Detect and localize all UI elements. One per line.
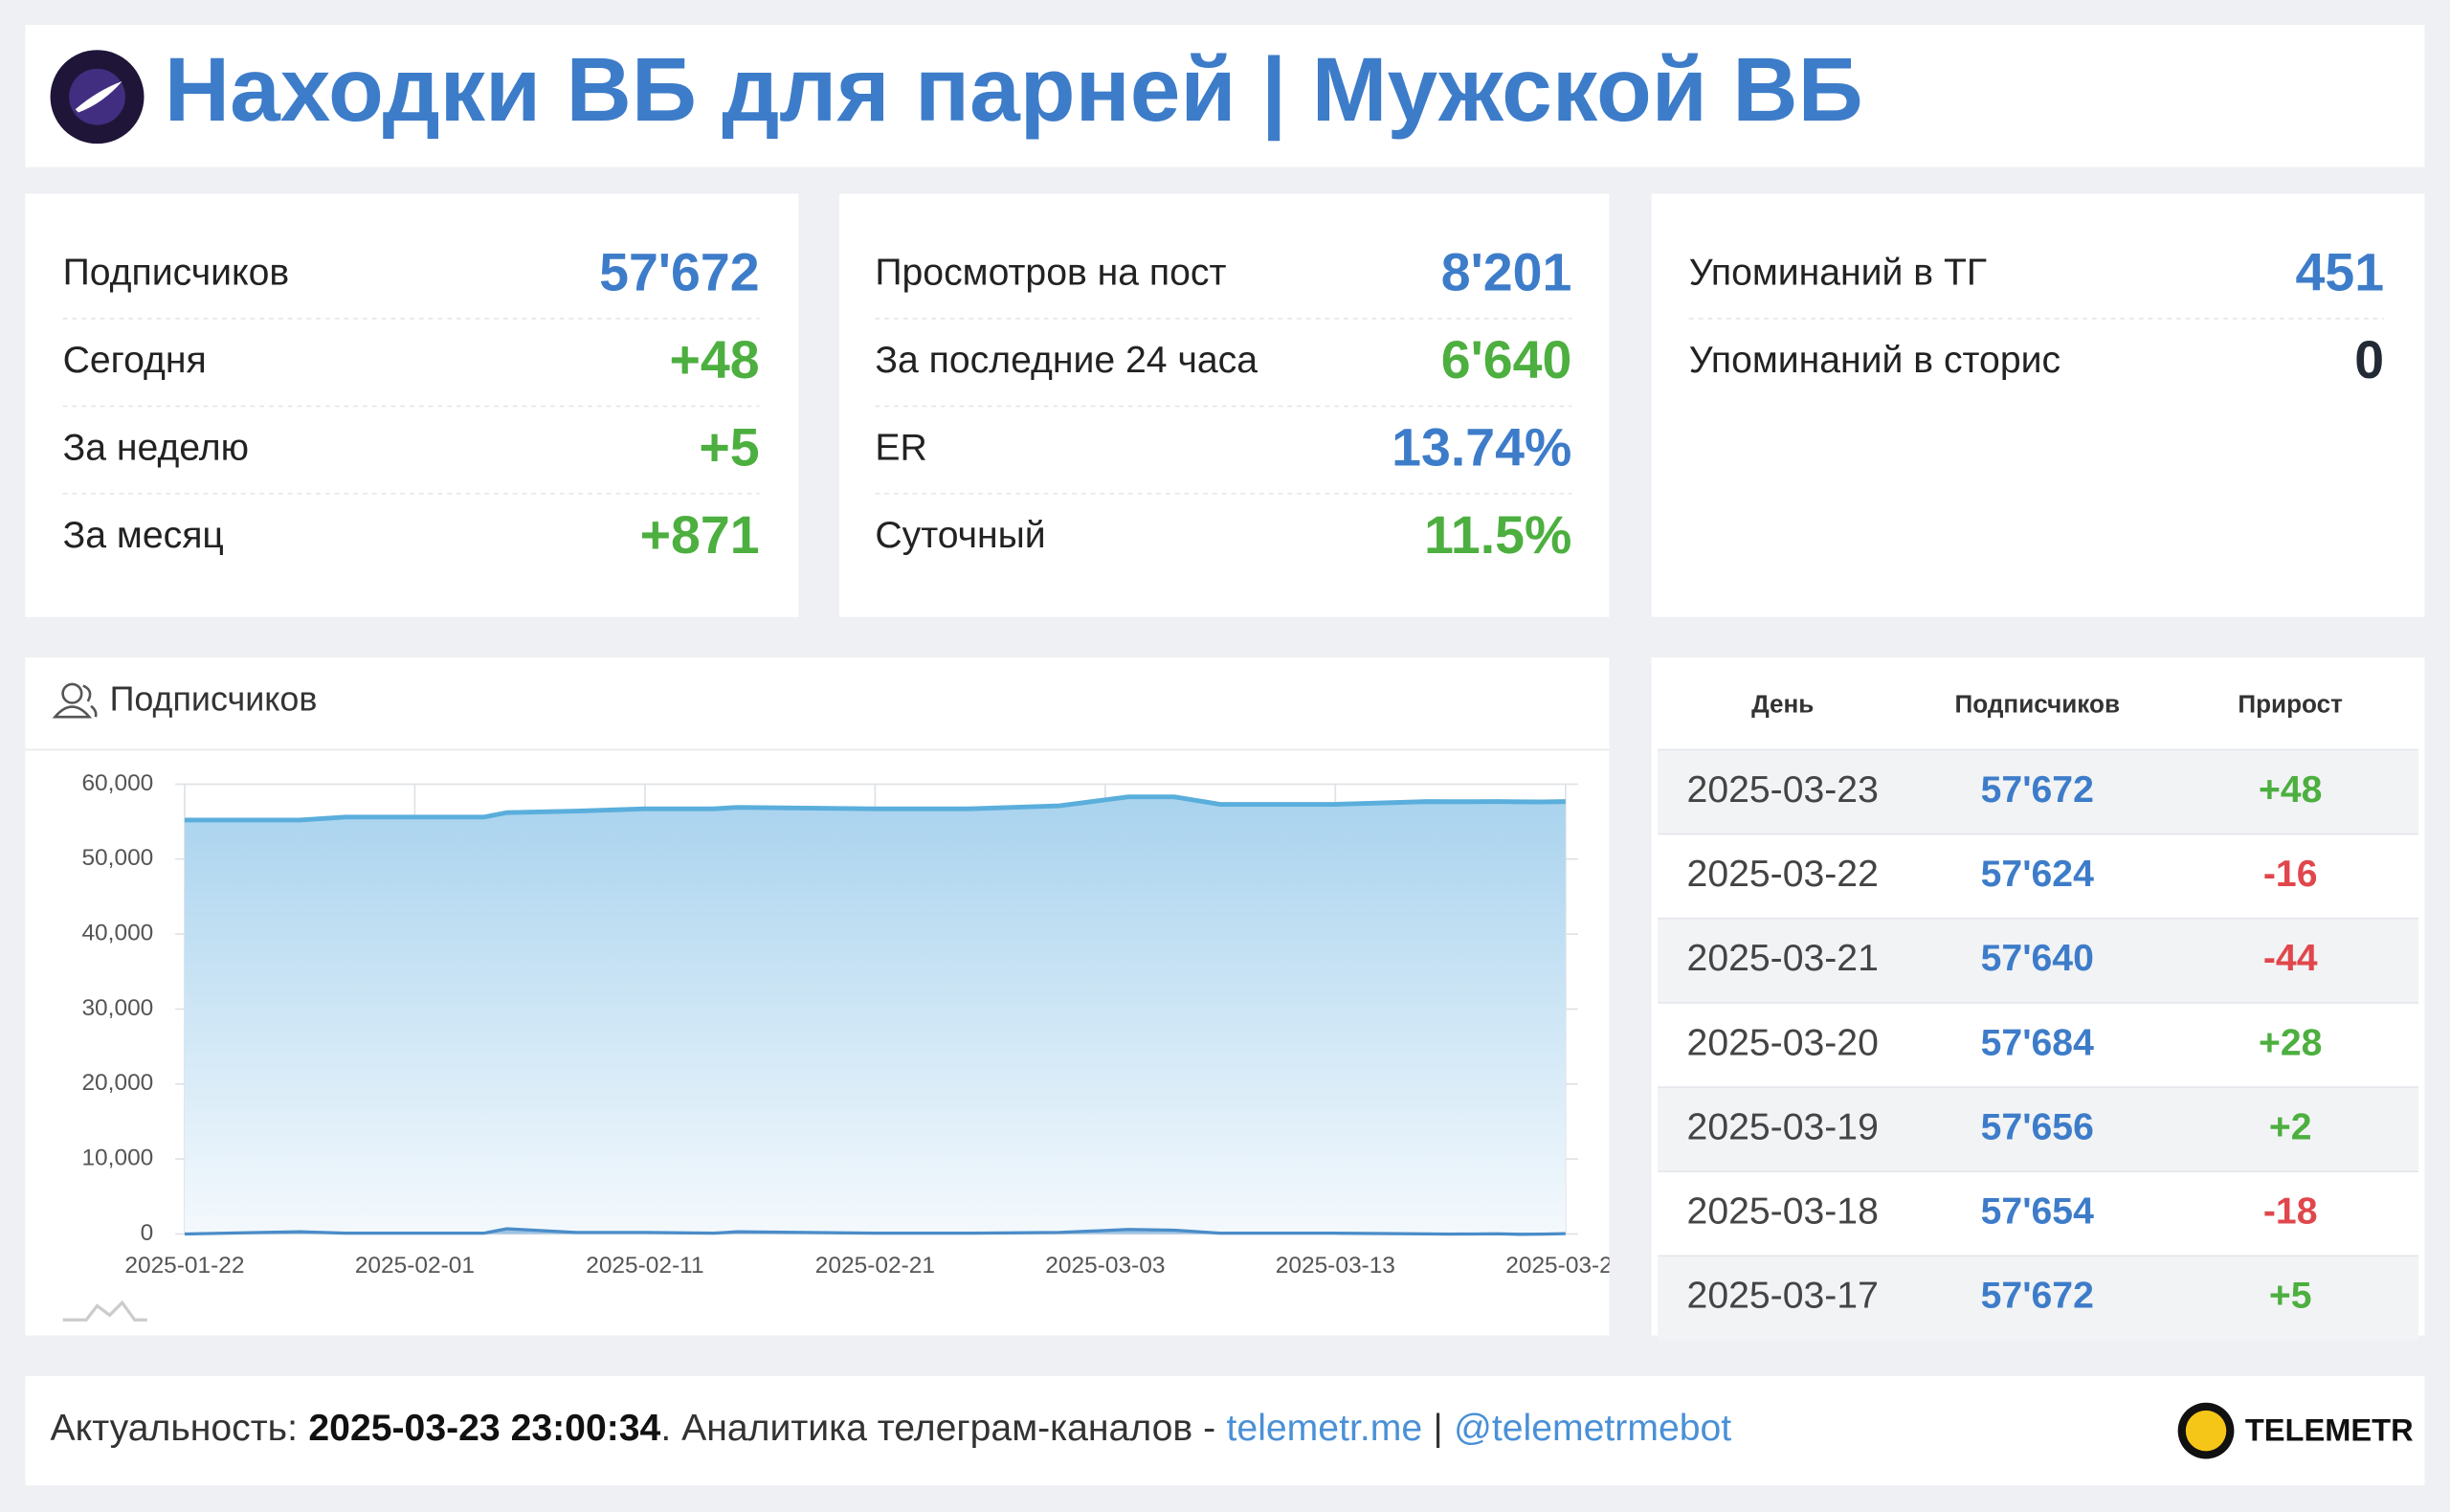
separator: | bbox=[1434, 1408, 1443, 1449]
growth-cell: +28 bbox=[2259, 1022, 2322, 1063]
stat-label: За последние 24 часа bbox=[875, 340, 1258, 381]
stat-value: +871 bbox=[640, 505, 760, 565]
stat-value: 11.5% bbox=[1424, 505, 1571, 565]
x-tick-label: 2025-03-03 bbox=[1045, 1253, 1165, 1279]
header-panel bbox=[25, 25, 2425, 167]
subscribers-cell: 57'656 bbox=[1981, 1106, 2094, 1147]
stat-label: Упоминаний в ТГ bbox=[1689, 253, 1987, 294]
table-row bbox=[1658, 1256, 2419, 1341]
x-tick-label: 2025-01-22 bbox=[124, 1253, 244, 1279]
footer-label: Актуальность: bbox=[51, 1408, 298, 1449]
subscribers-cell: 57'672 bbox=[1981, 769, 2094, 811]
stat-value: +5 bbox=[699, 417, 759, 477]
users-icon bbox=[52, 682, 98, 719]
y-tick-label: 10,000 bbox=[81, 1145, 153, 1171]
stat-value: 8'201 bbox=[1441, 243, 1572, 302]
date-cell: 2025-03-18 bbox=[1687, 1191, 1879, 1233]
column-header: Прирост bbox=[2238, 690, 2343, 719]
column-header: Подписчиков bbox=[1954, 690, 2120, 719]
chart-title: Подписчиков bbox=[110, 679, 318, 718]
line bbox=[184, 794, 1566, 823]
x-tick-label: 2025-02-01 bbox=[355, 1253, 475, 1279]
table-row bbox=[1658, 918, 2419, 1003]
timestamp: 2025-03-23 23:00:34 bbox=[308, 1408, 660, 1449]
x-tick-label: 2025-02-11 bbox=[586, 1253, 703, 1279]
date-cell: 2025-03-19 bbox=[1687, 1106, 1879, 1147]
link[interactable]: telemetr.me bbox=[1227, 1408, 1423, 1449]
y-tick-label: 40,000 bbox=[81, 921, 153, 946]
y-tick-label: 30,000 bbox=[81, 995, 153, 1021]
footer-text: Актуальность: 2025-03-23 23:00:34. Аналит… bbox=[51, 1408, 1732, 1449]
stat-value: 0 bbox=[2354, 330, 2384, 389]
table-row bbox=[1658, 749, 2419, 834]
plot: 0 10,000 20,000 30,000 40,000 50,000 60,000 202… bbox=[81, 770, 1625, 1279]
stat-value: 13.74% bbox=[1392, 417, 1571, 477]
stat-value: +48 bbox=[669, 330, 759, 389]
x-tick-label: 2025-02-21 bbox=[815, 1253, 935, 1279]
subscribers-cell: 57'672 bbox=[1981, 1276, 2094, 1317]
stat-value: 6'640 bbox=[1441, 330, 1572, 389]
growth-cell: +5 bbox=[2269, 1276, 2312, 1317]
stat-value: 451 bbox=[2296, 243, 2385, 302]
growth-cell: +48 bbox=[2259, 769, 2322, 811]
page-title: Находки ВБ для парней | Мужской ВБ bbox=[165, 39, 1863, 141]
footer-panel bbox=[25, 1375, 2425, 1486]
area bbox=[184, 796, 1566, 1234]
line bbox=[184, 1227, 1566, 1236]
x-tick-label: 2025-03-13 bbox=[1276, 1253, 1395, 1279]
y-tick-label: 20,000 bbox=[81, 1070, 153, 1096]
y-tick-label: 60,000 bbox=[81, 770, 153, 796]
subscribers-cell: 57'624 bbox=[1981, 854, 2094, 895]
table-row bbox=[1658, 834, 2419, 919]
y-tick-label: 0 bbox=[141, 1220, 154, 1246]
x-tick-label: 2025-03-23 bbox=[1505, 1253, 1625, 1279]
stat-label: Упоминаний в сторис bbox=[1689, 340, 2060, 381]
footer-description: . Аналитика телеграм-каналов - bbox=[660, 1408, 1215, 1449]
date-cell: 2025-03-23 bbox=[1687, 769, 1879, 811]
table-row bbox=[1658, 1087, 2419, 1172]
column-header: День bbox=[1751, 690, 1814, 719]
card bbox=[1651, 193, 2425, 617]
brand-name: TELEMETR bbox=[2245, 1412, 2414, 1447]
growth-cell: -16 bbox=[2263, 854, 2318, 895]
growth-cell: +2 bbox=[2269, 1106, 2312, 1147]
stat-label: Суточный bbox=[875, 515, 1045, 556]
date-cell: 2025-03-20 bbox=[1687, 1022, 1879, 1063]
avatar-logo bbox=[75, 80, 122, 113]
chart-navigator-icon bbox=[62, 1300, 147, 1322]
table-row bbox=[1658, 1002, 2419, 1088]
date-cell: 2025-03-17 bbox=[1687, 1276, 1879, 1317]
growth-cell: -18 bbox=[2263, 1191, 2318, 1233]
growth-cell: -44 bbox=[2263, 938, 2318, 979]
table-row bbox=[1658, 1171, 2419, 1256]
y-tick-label: 50,000 bbox=[81, 845, 153, 871]
link[interactable]: @telemetrmebot bbox=[1454, 1408, 1731, 1449]
date-cell: 2025-03-22 bbox=[1687, 854, 1879, 895]
brand-logo-face bbox=[2185, 1410, 2227, 1452]
subscribers-cell: 57'654 bbox=[1981, 1191, 2094, 1233]
subscribers-cell: 57'640 bbox=[1981, 938, 2094, 979]
subscribers-cell: 57'684 bbox=[1981, 1022, 2094, 1063]
date-cell: 2025-03-21 bbox=[1687, 938, 1879, 979]
stat-label: ER bbox=[875, 427, 926, 468]
stat-label: Сегодня bbox=[63, 340, 207, 381]
stat-label: Просмотров на пост bbox=[875, 253, 1226, 294]
stat-value: 57'672 bbox=[599, 243, 759, 302]
table: День Подписчиков Прирост 2025-03-23 57'672 +4… bbox=[1658, 690, 2419, 1341]
stat-label: За месяц bbox=[63, 515, 224, 556]
stat-label: За неделю bbox=[63, 427, 249, 468]
stat-label: Подписчиков bbox=[63, 253, 290, 294]
